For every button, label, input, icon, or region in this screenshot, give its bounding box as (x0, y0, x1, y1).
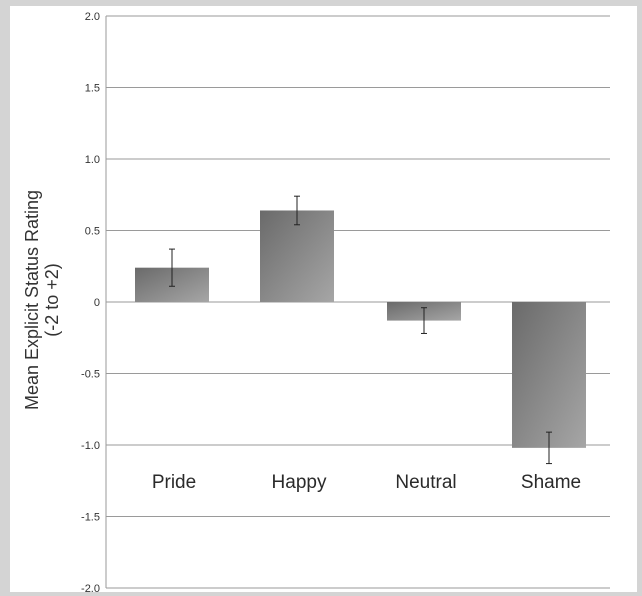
y-tick-label: -1.5 (81, 512, 100, 524)
y-tick-label: 1.0 (85, 154, 100, 166)
category-label-pride: Pride (152, 472, 196, 493)
category-label-neutral: Neutral (395, 472, 456, 493)
error-bars (169, 195, 552, 465)
y-tick-label: 0 (94, 297, 100, 309)
category-label-shame: Shame (521, 472, 581, 493)
y-tick-label: -1.0 (81, 440, 100, 452)
y-axis-label-line2: (-2 to +2) (42, 263, 62, 337)
category-label-happy: Happy (272, 472, 327, 493)
y-axis-label: Mean Explicit Status Rating (-2 to +2) (22, 190, 62, 410)
y-axis-ticks: 2.0 1.5 1.0 0.5 0 -0.5 -1.0 -1.5 -2.0 (81, 11, 100, 595)
y-tick-label: 2.0 (85, 11, 100, 23)
y-axis-label-line1: Mean Explicit Status Rating (22, 190, 42, 410)
category-labels: Pride Happy Neutral Shame (152, 472, 581, 493)
y-tick-label: -2.0 (81, 583, 100, 595)
bar-shame (512, 302, 586, 448)
y-tick-label: -0.5 (81, 369, 100, 381)
bar-happy (260, 210, 334, 302)
y-tick-label: 1.5 (85, 83, 100, 95)
y-tick-label: 0.5 (85, 226, 100, 238)
bars (135, 210, 586, 448)
